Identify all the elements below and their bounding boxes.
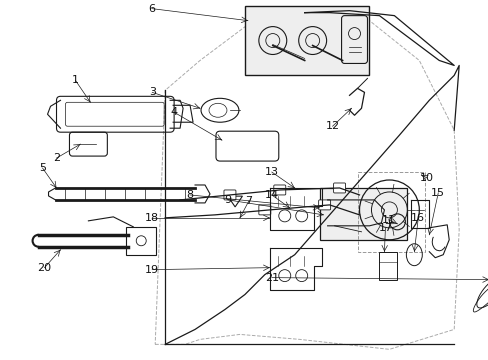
- Text: 1: 1: [72, 75, 79, 85]
- Text: 18: 18: [145, 213, 159, 223]
- Text: 17: 17: [378, 223, 392, 233]
- Text: 16: 16: [410, 213, 425, 223]
- FancyBboxPatch shape: [333, 183, 345, 193]
- Text: 8: 8: [186, 190, 193, 200]
- Bar: [379, 252, 397, 280]
- Text: 11: 11: [381, 215, 395, 225]
- Text: 9: 9: [224, 195, 231, 205]
- Bar: [244, 6, 369, 75]
- Text: 10: 10: [419, 173, 433, 183]
- Text: 21: 21: [264, 273, 278, 283]
- Text: 2: 2: [53, 153, 60, 163]
- Text: 13: 13: [264, 167, 278, 177]
- Text: 3: 3: [148, 87, 155, 97]
- Bar: [357, 172, 425, 252]
- Text: 7: 7: [245, 196, 252, 206]
- FancyBboxPatch shape: [258, 205, 270, 215]
- Text: 19: 19: [145, 265, 159, 275]
- Text: 5: 5: [39, 163, 46, 173]
- Text: 14: 14: [264, 190, 278, 200]
- Text: 15: 15: [430, 188, 445, 198]
- FancyBboxPatch shape: [318, 200, 330, 210]
- Text: 20: 20: [38, 263, 52, 273]
- Text: 12: 12: [325, 121, 339, 131]
- Bar: [126, 227, 156, 255]
- FancyBboxPatch shape: [273, 185, 285, 195]
- Bar: [319, 188, 407, 240]
- Text: 6: 6: [148, 4, 155, 14]
- Text: 4: 4: [170, 107, 177, 117]
- FancyBboxPatch shape: [224, 190, 235, 200]
